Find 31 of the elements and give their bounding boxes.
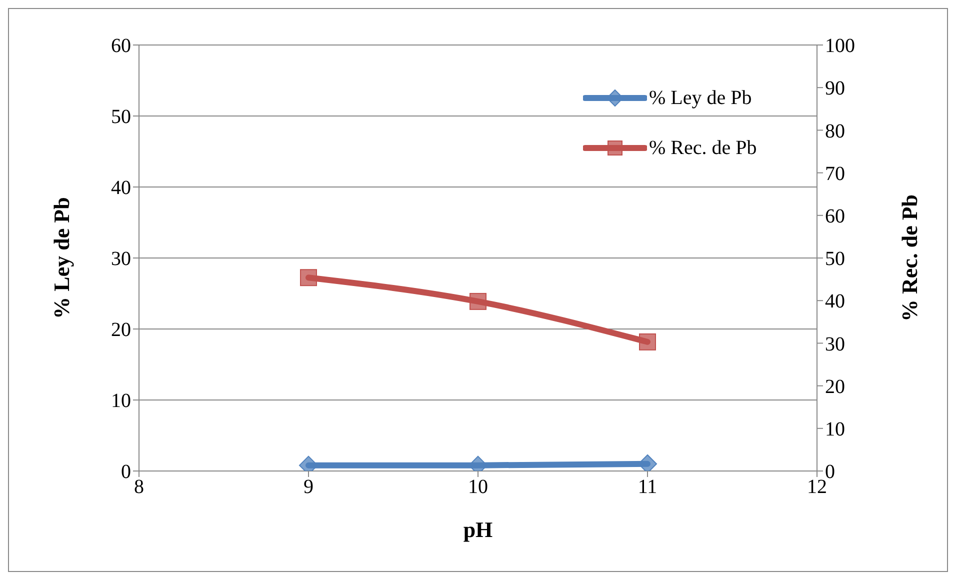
y2-tick-label: 50 [825, 248, 845, 270]
y2-tick-label: 100 [825, 35, 855, 58]
y-tick-label: 50 [111, 106, 131, 128]
y2-axis-title: % Rec. de Pb [896, 194, 922, 322]
x-tick-label: 8 [134, 476, 144, 498]
legend-label: % Ley de Pb [649, 86, 752, 110]
y2-tick-label: 10 [825, 418, 845, 440]
y-tick-label: 30 [111, 248, 131, 270]
x-tick-label: 11 [638, 476, 658, 498]
y-tick-label: 60 [111, 35, 131, 58]
y2-tick-label: 20 [825, 376, 845, 398]
x-axis-title: pH [463, 517, 493, 542]
y2-tick-label: 80 [825, 120, 845, 142]
x-tick-label: 10 [468, 476, 488, 498]
y2-tick-label: 40 [825, 290, 845, 313]
y2-tick-label: 70 [825, 162, 845, 185]
y-axis-title: % Ley de Pb [48, 197, 74, 319]
legend-label: % Rec. de Pb [649, 136, 757, 160]
y2-tick-label: 0 [825, 461, 835, 484]
y-tick-label: 0 [121, 461, 131, 484]
y2-tick-label: 60 [825, 206, 845, 228]
y-tick-label: 20 [111, 319, 131, 342]
y2-tick-label: 90 [825, 78, 845, 100]
y-tick-label: 10 [111, 390, 131, 412]
x-tick-label: 9 [304, 476, 314, 498]
point [639, 333, 656, 350]
point [470, 292, 486, 310]
point [300, 269, 317, 286]
x-tick-label: 12 [807, 476, 827, 498]
y2-tick-label: 30 [825, 333, 845, 356]
y-tick-label: 40 [111, 177, 131, 200]
